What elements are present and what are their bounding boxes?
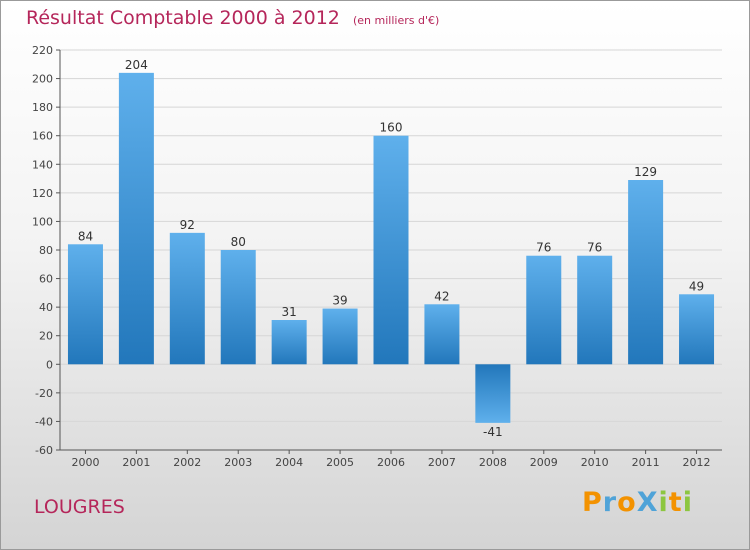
x-tick-label: 2010	[581, 456, 609, 469]
x-tick-label: 2000	[71, 456, 99, 469]
x-tick-label: 2007	[428, 456, 456, 469]
data-label-2011: 129	[634, 165, 657, 179]
y-tick-label: -40	[35, 415, 53, 428]
data-label-2005: 39	[332, 294, 347, 308]
bar-2007	[424, 304, 460, 365]
data-label-2006: 160	[380, 121, 403, 135]
chart-title: Résultat Comptable 2000 à 2012	[26, 7, 340, 29]
x-tick-label: 2012	[683, 456, 711, 469]
data-label-2003: 80	[231, 235, 246, 249]
data-label-2001: 204	[125, 58, 148, 72]
logo-letter: o	[617, 487, 637, 518]
y-tick-label: 80	[39, 244, 53, 257]
chart-title-block: Résultat Comptable 2000 à 2012 (en milli…	[26, 7, 439, 29]
y-tick-label: 160	[32, 130, 53, 143]
x-tick-label: 2004	[275, 456, 303, 469]
x-tick-label: 2009	[530, 456, 558, 469]
data-label-2009: 76	[536, 241, 551, 255]
data-label-2000: 84	[78, 229, 93, 243]
data-label-2004: 31	[282, 305, 297, 319]
y-tick-label: 40	[39, 301, 53, 314]
logo-letter: X	[636, 487, 659, 518]
data-label-2007: 42	[434, 289, 449, 303]
bar-2009	[526, 255, 562, 365]
commune-name: LOUGRES	[34, 496, 125, 518]
y-tick-label: 200	[32, 73, 53, 86]
x-tick-label: 2002	[173, 456, 201, 469]
logo-letter: t	[668, 487, 683, 518]
x-tick-label: 2008	[479, 456, 507, 469]
x-tick-label: 2006	[377, 456, 405, 469]
y-tick-label: 220	[32, 44, 53, 57]
bar-2010	[577, 255, 613, 365]
bar-2006	[373, 135, 409, 365]
y-tick-label: 20	[39, 330, 53, 343]
data-label-2012: 49	[689, 279, 704, 293]
proxiti-logo: ProXiti	[582, 487, 693, 518]
bar-2004	[271, 320, 307, 365]
y-tick-label: 0	[46, 358, 53, 371]
bar-2012	[679, 294, 715, 365]
y-tick-label: 100	[32, 215, 53, 228]
bar-2003	[220, 250, 256, 365]
y-tick-label: -20	[35, 387, 53, 400]
data-label-2008: -41	[483, 425, 503, 439]
logo-letter: r	[602, 487, 618, 518]
bar-2011	[628, 180, 664, 365]
bar-2002	[169, 232, 205, 365]
bar-2008	[475, 364, 511, 423]
y-tick-label: 60	[39, 273, 53, 286]
y-tick-label: 140	[32, 158, 53, 171]
x-tick-label: 2005	[326, 456, 354, 469]
y-tick-label: 120	[32, 187, 53, 200]
chart-subtitle: (en milliers d'€)	[352, 14, 440, 27]
bar-2001	[118, 72, 154, 365]
logo-letter: i	[682, 487, 693, 518]
y-tick-label: 180	[32, 101, 53, 114]
logo-letter: i	[658, 487, 669, 518]
x-tick-label: 2011	[632, 456, 660, 469]
data-label-2010: 76	[587, 241, 602, 255]
logo-letter: P	[582, 487, 603, 518]
x-tick-label: 2001	[122, 456, 150, 469]
data-label-2002: 92	[180, 218, 195, 232]
y-tick-label: -60	[35, 444, 53, 457]
x-tick-label: 2003	[224, 456, 252, 469]
bar-2000	[67, 244, 103, 365]
bar-2005	[322, 308, 358, 365]
